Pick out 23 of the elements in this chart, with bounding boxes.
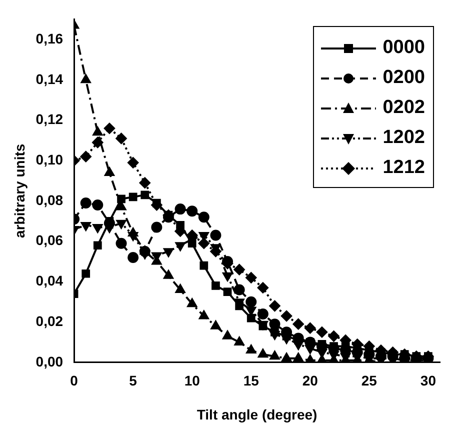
- legend-label: 0000: [382, 37, 425, 59]
- y-tick-label: 0,08: [36, 192, 64, 208]
- x-tick-label: 20: [302, 372, 318, 389]
- y-tick-label: 0,14: [36, 70, 64, 87]
- y-axis-title: arbitrary units: [11, 144, 28, 238]
- y-tick-label: 0,10: [36, 151, 64, 168]
- y-tick-label: 0,02: [36, 312, 64, 329]
- x-tick-label: 30: [420, 372, 436, 389]
- y-tick-label: 0,16: [36, 30, 64, 46]
- x-tick-label: 25: [361, 372, 378, 389]
- y-tick-label: 0,06: [36, 232, 64, 248]
- x-tick-label: 15: [243, 372, 260, 389]
- x-tick-label: 10: [184, 372, 200, 389]
- y-tick-label: 0,04: [36, 272, 64, 289]
- legend-label: 0202: [382, 97, 425, 119]
- y-tick-label: 0,12: [36, 111, 64, 128]
- y-tick-label: 0,00: [36, 353, 64, 370]
- x-tick-label: 5: [129, 372, 138, 389]
- legend-label: 0200: [382, 67, 425, 89]
- x-tick-label: 0: [70, 372, 78, 389]
- x-axis-title: Tilt angle (degree): [196, 406, 318, 422]
- legend-label: 1202: [382, 127, 425, 149]
- legend-label: 1212: [382, 157, 425, 179]
